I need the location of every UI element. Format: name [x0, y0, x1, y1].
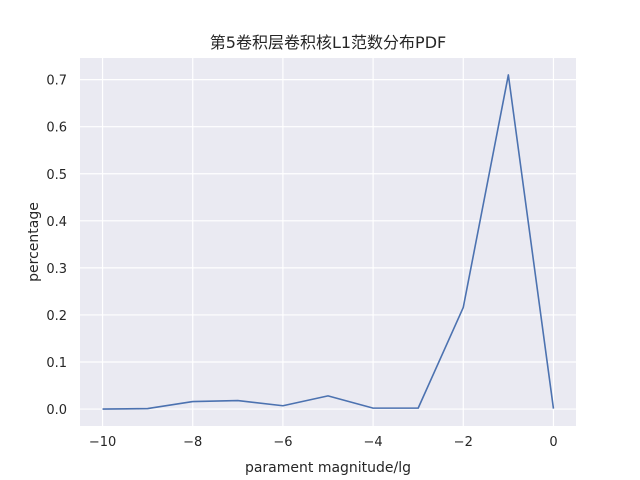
x-tick-label: −8: [183, 435, 202, 450]
x-tick-label: 0: [549, 435, 557, 450]
plot-area: [80, 58, 576, 426]
x-axis-label: parament magnitude/lg: [245, 460, 411, 476]
x-tick-label: −6: [273, 435, 292, 450]
x-axis-ticks: −10 −8 −6 −4 −2 0: [89, 435, 558, 450]
y-tick-label: 0.7: [46, 74, 67, 89]
y-tick-label: 0.2: [46, 309, 67, 324]
y-axis-ticks: 0.0 0.1 0.2 0.3 0.4 0.5 0.6 0.7: [46, 74, 67, 418]
y-axis-label: percentage: [26, 202, 42, 282]
y-tick-label: 0.1: [46, 356, 67, 371]
series-line: [102, 74, 555, 410]
y-tick-label: 0.0: [46, 403, 67, 418]
series-group: [102, 74, 555, 410]
grid: [80, 58, 576, 426]
x-tick-label: −2: [454, 435, 473, 450]
x-tick-label: −10: [89, 435, 116, 450]
x-tick-label: −4: [364, 435, 383, 450]
y-tick-label: 0.5: [46, 168, 67, 183]
y-tick-label: 0.6: [46, 121, 67, 136]
y-tick-label: 0.3: [46, 262, 67, 277]
chart-title: 第5卷积层卷积核L1范数分布PDF: [210, 33, 446, 52]
y-tick-label: 0.4: [46, 215, 67, 230]
